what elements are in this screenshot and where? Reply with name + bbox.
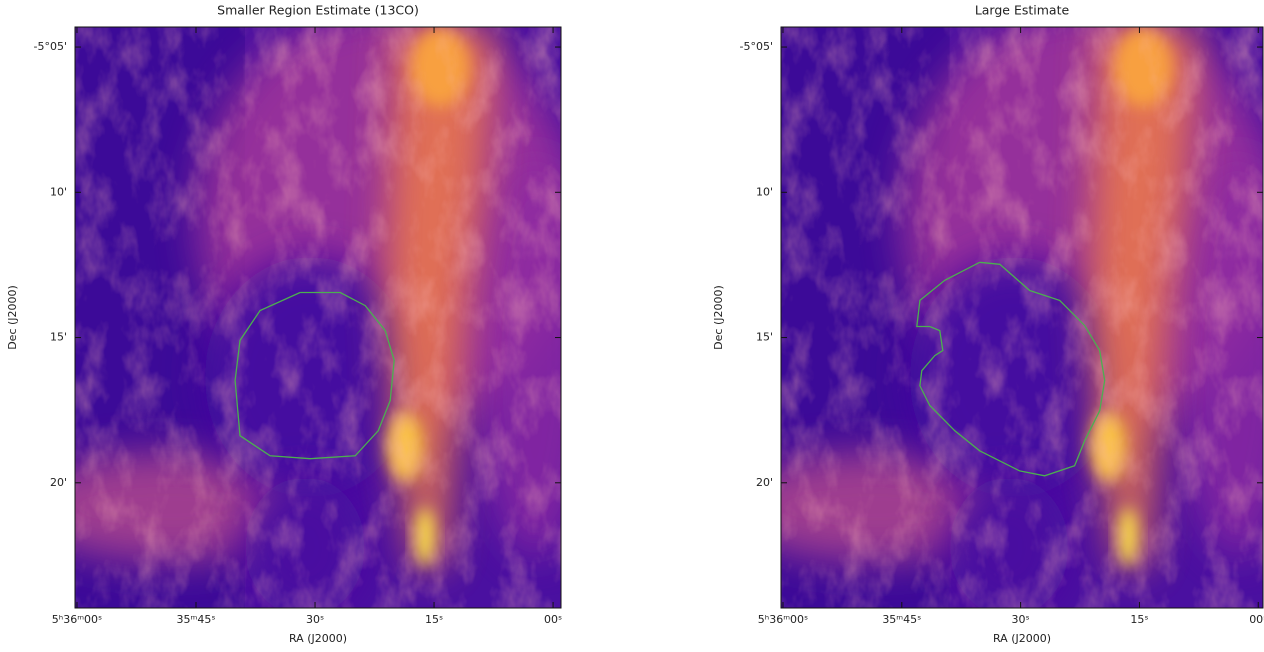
chart-title: Large Estimate <box>975 3 1070 18</box>
region-contour <box>234 291 395 460</box>
chart-title: Smaller Region Estimate (13CO) <box>217 3 419 18</box>
y-tick-label: 10' <box>756 185 773 198</box>
y-tick-label: 15' <box>756 331 773 344</box>
region-contour <box>916 261 1106 477</box>
y-tick-label: -5°05' <box>34 40 68 53</box>
image-panel <box>731 7 1264 617</box>
x-axis-label: RA (J2000) <box>993 632 1051 645</box>
image-panel <box>25 7 595 617</box>
x-tick-label: 15ˢ <box>1130 613 1148 626</box>
y-tick-label: 20' <box>756 476 773 489</box>
axes-frame <box>74 26 562 609</box>
y-tick-label: 10' <box>50 185 67 198</box>
x-tick-label: 00ˢ <box>1249 613 1264 626</box>
x-tick-label: 30ˢ <box>1012 613 1030 626</box>
x-tick-label: 35ᵐ45ˢ <box>882 613 921 626</box>
y-tick-label: 20' <box>50 476 67 489</box>
y-axis-label: Dec (J2000) <box>6 285 19 350</box>
x-tick-label: 00ˢ <box>544 613 562 626</box>
axes-frame <box>780 26 1264 609</box>
x-tick-label: 35ᵐ45ˢ <box>177 613 216 626</box>
y-axis-label: Dec (J2000) <box>712 285 725 350</box>
x-tick-label: 15ˢ <box>425 613 443 626</box>
x-tick-label: 5ʰ36ᵐ00ˢ <box>52 613 102 626</box>
x-tick-label: 5ʰ36ᵐ00ˢ <box>758 613 808 626</box>
y-tick-label: -5°05' <box>740 40 774 53</box>
y-tick-label: 15' <box>50 331 67 344</box>
nebula-image <box>731 7 1264 617</box>
x-tick-label: 30ˢ <box>306 613 324 626</box>
nebula-image <box>25 7 595 617</box>
x-axis-label: RA (J2000) <box>289 632 347 645</box>
